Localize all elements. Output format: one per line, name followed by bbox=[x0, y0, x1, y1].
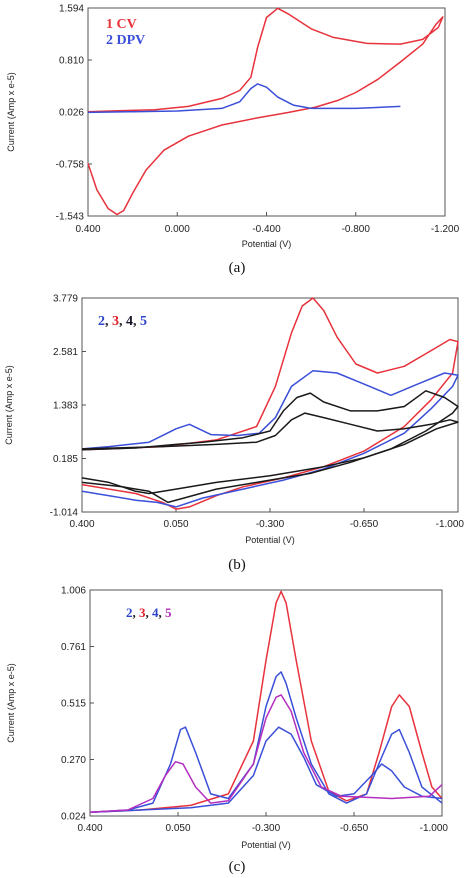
legend-entry: 2 bbox=[126, 605, 133, 620]
legend-entry: 1 CV bbox=[106, 17, 137, 32]
plot-frame bbox=[89, 589, 443, 817]
series-line-2 bbox=[87, 83, 401, 114]
y-tick-label: 0.761 bbox=[61, 642, 86, 653]
y-tick-label: 0.270 bbox=[61, 755, 86, 766]
legend: 2, 3, 4, 5 bbox=[98, 314, 147, 329]
y-axis-label: Current (Amp x e-5) bbox=[4, 365, 14, 445]
series-line-1 bbox=[81, 297, 459, 510]
legend-separator: , bbox=[159, 605, 166, 620]
y-tick-label: 1.383 bbox=[53, 401, 78, 412]
x-axis-label: Potential (V) bbox=[245, 535, 295, 545]
legend-entry: 4 bbox=[126, 314, 133, 329]
legend-entry: 3 bbox=[112, 314, 119, 329]
y-tick-label: 0.024 bbox=[61, 812, 86, 823]
x-tick-label: 0.050 bbox=[165, 823, 190, 834]
x-tick-label: -1.200 bbox=[431, 224, 460, 235]
legend-separator: , bbox=[133, 605, 140, 620]
x-tick-label: -1.000 bbox=[436, 519, 465, 530]
legend-separator: , bbox=[133, 314, 140, 329]
y-tick-label: 0.026 bbox=[59, 108, 84, 119]
series-line-2 bbox=[81, 369, 459, 508]
x-tick-label: -0.300 bbox=[252, 823, 281, 834]
legend-entry: 4 bbox=[152, 605, 159, 620]
x-tick-label: 0.050 bbox=[163, 519, 188, 530]
x-tick-label: -0.800 bbox=[342, 224, 371, 235]
y-tick-label: 1.594 bbox=[59, 4, 84, 15]
x-tick-label: 0.000 bbox=[165, 224, 190, 235]
y-tick-label: 1.006 bbox=[61, 586, 86, 597]
x-axis-label: Potential (V) bbox=[241, 840, 291, 850]
x-tick-label: -0.650 bbox=[350, 519, 379, 530]
legend-entry: 3 bbox=[139, 605, 146, 620]
y-tick-label: 0.515 bbox=[61, 699, 86, 710]
series-line-1 bbox=[89, 590, 443, 814]
y-axis-label: Current (Amp x e-5) bbox=[6, 663, 16, 743]
panel-label: (b) bbox=[228, 557, 246, 573]
legend-separator: , bbox=[146, 605, 153, 620]
y-tick-label: -1.543 bbox=[56, 212, 85, 223]
legend-entry: 5 bbox=[165, 605, 172, 620]
series-line-3 bbox=[81, 390, 459, 504]
legend-separator: , bbox=[105, 314, 112, 329]
x-tick-label: 0.400 bbox=[69, 519, 94, 530]
legend-entry: 2 DPV bbox=[106, 33, 145, 48]
series-line-4 bbox=[89, 694, 443, 814]
y-tick-label: -1.014 bbox=[50, 508, 79, 519]
y-axis-label: Current (Amp x e-5) bbox=[6, 72, 16, 152]
x-tick-label: -0.400 bbox=[252, 224, 281, 235]
x-tick-label: 0.400 bbox=[77, 823, 102, 834]
panel-label: (a) bbox=[229, 260, 246, 276]
y-tick-label: -0.758 bbox=[56, 160, 85, 171]
legend-entry: 2 bbox=[98, 314, 105, 329]
series-line-1 bbox=[87, 7, 444, 216]
x-tick-label: -0.300 bbox=[256, 519, 285, 530]
legend-separator: , bbox=[119, 314, 126, 329]
x-tick-label: -0.650 bbox=[340, 823, 369, 834]
y-tick-label: 0.185 bbox=[53, 454, 78, 465]
y-tick-label: 3.779 bbox=[53, 294, 78, 305]
series-line-4 bbox=[81, 412, 459, 495]
legend-entry: 5 bbox=[140, 314, 147, 329]
y-tick-label: 0.810 bbox=[59, 56, 84, 67]
series-line-3 bbox=[89, 726, 443, 814]
x-axis-label: Potential (V) bbox=[242, 239, 292, 249]
y-tick-label: 2.581 bbox=[53, 347, 78, 358]
panel-label: (c) bbox=[229, 859, 246, 875]
x-tick-label: 0.400 bbox=[75, 224, 100, 235]
series-line-2 bbox=[89, 671, 443, 814]
x-tick-label: -1.000 bbox=[420, 823, 449, 834]
legend: 2, 3, 4, 5 bbox=[126, 605, 172, 620]
